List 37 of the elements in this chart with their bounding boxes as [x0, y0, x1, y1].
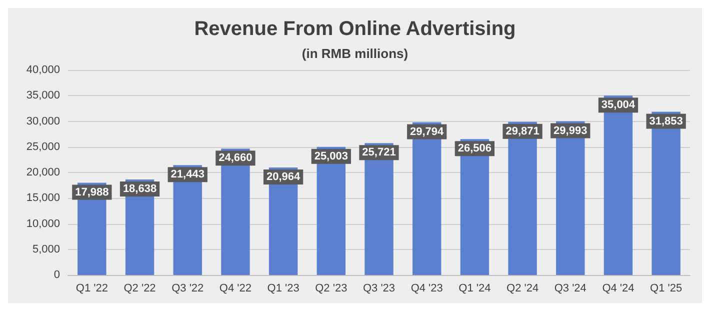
- y-tick-label: 0: [54, 269, 60, 281]
- data-label: 31,853: [649, 115, 683, 128]
- y-tick-label: 25,000: [26, 140, 60, 153]
- chart-title: Revenue From Online Advertising: [194, 18, 516, 40]
- y-tick-label: 20,000: [26, 166, 60, 178]
- y-tick-label: 30,000: [26, 115, 60, 128]
- x-tick-label: Q3 '24: [554, 282, 586, 294]
- y-tick-label: 10,000: [26, 218, 60, 230]
- data-label: 25,003: [314, 150, 348, 162]
- data-label: 29,993: [554, 124, 588, 137]
- data-label: 20,964: [266, 171, 302, 184]
- x-tick-label: Q2 '23: [315, 282, 348, 294]
- x-tick-label: Q2 '24: [506, 282, 539, 294]
- x-tick-label: Q4 '23: [410, 282, 443, 294]
- data-label: 21,443: [170, 168, 204, 181]
- x-tick-label: Q1 '22: [76, 282, 108, 294]
- x-tick-label: Q2 '22: [124, 282, 156, 294]
- data-label: 35,004: [601, 99, 636, 112]
- y-tick-label: 5,000: [32, 243, 60, 256]
- x-tick-label: Q3 '23: [362, 282, 396, 294]
- x-tick-label: Q4 '24: [602, 282, 634, 294]
- x-tick-label: Q3 '22: [172, 282, 204, 294]
- y-tick-label: 15,000: [26, 192, 60, 204]
- data-label: 17,988: [75, 186, 109, 198]
- y-tick-label: 35,000: [26, 90, 60, 102]
- data-label: 24,660: [218, 152, 252, 164]
- x-tick-label: Q1 '23: [267, 282, 300, 294]
- data-label: 18,638: [122, 182, 157, 195]
- y-tick-label: 40,000: [26, 64, 60, 76]
- x-tick-label: Q4 '22: [219, 282, 252, 294]
- data-label: 29,794: [410, 126, 445, 138]
- x-tick-label: Q1 '25: [650, 282, 682, 294]
- data-label: 25,721: [362, 146, 396, 159]
- chart-subtitle: (in RMB millions): [302, 46, 408, 61]
- data-label: 29,871: [506, 125, 540, 138]
- data-label: 26,506: [458, 142, 492, 155]
- x-tick-label: Q1 '24: [458, 282, 491, 294]
